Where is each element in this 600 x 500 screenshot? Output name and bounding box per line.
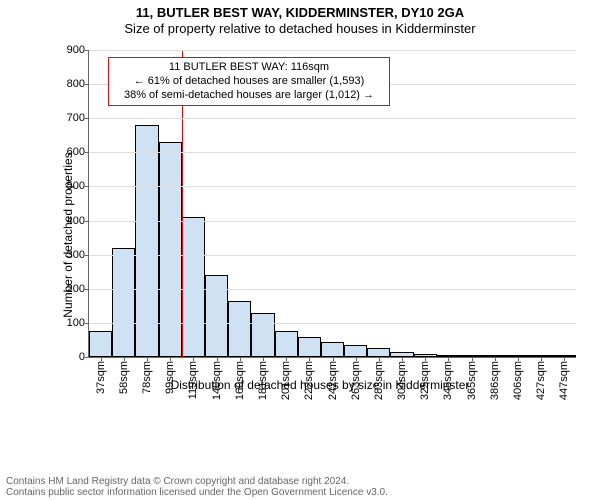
- ytick-mark: [85, 221, 89, 222]
- histogram-bar: [298, 337, 321, 357]
- ytick-label: 800: [67, 78, 85, 90]
- histogram-bar: [205, 275, 228, 357]
- ytick-label: 900: [67, 44, 85, 56]
- gridline: [89, 186, 576, 187]
- xtick-label: 447sqm: [558, 361, 570, 400]
- histogram-bar: [159, 142, 182, 357]
- ytick-mark: [85, 357, 89, 358]
- gridline: [89, 289, 576, 290]
- ytick-mark: [85, 118, 89, 119]
- annotation-line-1: 11 BUTLER BEST WAY: 116sqm: [115, 61, 383, 75]
- ytick-mark: [85, 255, 89, 256]
- footer-line-1: Contains HM Land Registry data © Crown c…: [6, 476, 388, 487]
- x-axis-label: Distribution of detached houses by size …: [171, 378, 470, 392]
- histogram-bar: [228, 301, 251, 357]
- histogram-bar: [251, 313, 274, 357]
- ytick-label: 0: [79, 351, 85, 363]
- ytick-label: 600: [67, 146, 85, 158]
- histogram-bar: [112, 248, 135, 357]
- gridline: [89, 118, 576, 119]
- gridline: [89, 152, 576, 153]
- gridline: [89, 50, 576, 51]
- ytick-mark: [85, 84, 89, 85]
- ytick-label: 700: [67, 112, 85, 124]
- ytick-mark: [85, 186, 89, 187]
- annotation-line-3: 38% of semi-detached houses are larger (…: [115, 89, 383, 103]
- histogram-bar: [275, 331, 298, 357]
- ytick-label: 400: [67, 215, 85, 227]
- xtick-label: 37sqm: [95, 361, 107, 394]
- ytick-mark: [85, 152, 89, 153]
- xtick-label: 78sqm: [141, 361, 153, 394]
- ytick-label: 500: [67, 180, 85, 192]
- chart-subtitle: Size of property relative to detached ho…: [0, 21, 600, 37]
- xtick-label: 427sqm: [535, 361, 547, 400]
- annotation-box: 11 BUTLER BEST WAY: 116sqm ← 61% of deta…: [108, 57, 390, 106]
- chart-container: 11, BUTLER BEST WAY, KIDDERMINSTER, DY10…: [0, 0, 600, 500]
- ytick-mark: [85, 50, 89, 51]
- xtick-label: 386sqm: [489, 361, 501, 400]
- ytick-label: 100: [67, 317, 85, 329]
- gridline: [89, 323, 576, 324]
- ytick-label: 200: [67, 283, 85, 295]
- gridline: [89, 255, 576, 256]
- histogram-bar: [367, 348, 390, 357]
- footer-line-2: Contains public sector information licen…: [6, 487, 388, 498]
- ytick-mark: [85, 289, 89, 290]
- histogram-bar: [344, 345, 367, 357]
- xtick-label: 406sqm: [512, 361, 524, 400]
- ytick-label: 300: [67, 249, 85, 261]
- xtick-label: 58sqm: [118, 361, 130, 394]
- histogram-bar: [182, 217, 205, 357]
- gridline: [89, 221, 576, 222]
- annotation-line-2: ← 61% of detached houses are smaller (1,…: [115, 75, 383, 89]
- histogram-bar: [321, 342, 344, 357]
- histogram-bar: [89, 331, 112, 357]
- footer: Contains HM Land Registry data © Crown c…: [6, 476, 388, 498]
- chart-title: 11, BUTLER BEST WAY, KIDDERMINSTER, DY10…: [0, 0, 600, 21]
- ytick-mark: [85, 323, 89, 324]
